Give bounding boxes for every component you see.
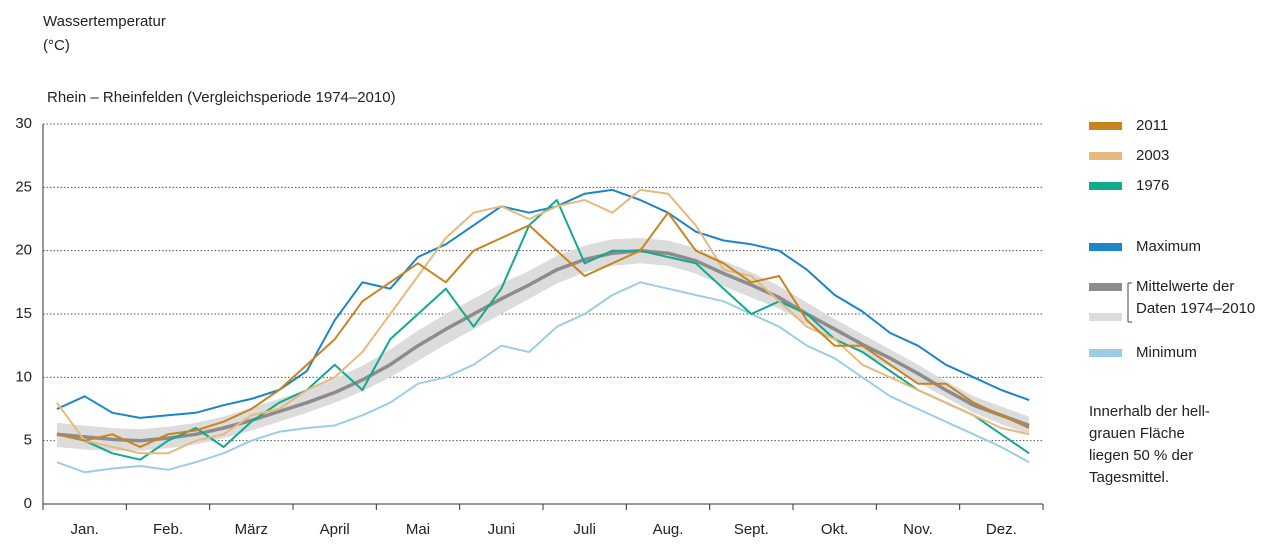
- legend-swatch: [1089, 283, 1122, 291]
- legend-swatch: [1089, 122, 1122, 130]
- x-tick-label: Juli: [573, 521, 596, 538]
- legend-label: 2003: [1136, 147, 1170, 164]
- x-tick-label: Sept.: [734, 521, 769, 538]
- note-line: liegen 50 % der: [1089, 447, 1193, 464]
- x-tick-label: Juni: [488, 521, 516, 538]
- x-tick-label: Mai: [406, 521, 430, 538]
- legend-swatch: [1089, 243, 1122, 251]
- x-tick-label: Nov.: [903, 521, 933, 538]
- legend-swatch: [1089, 182, 1122, 190]
- chart-title: Wassertemperatur: [43, 13, 166, 30]
- y-tick-label: 25: [15, 178, 32, 195]
- x-tick-label: Feb.: [153, 521, 183, 538]
- x-tick-label: Okt.: [821, 521, 849, 538]
- legend-swatch: [1089, 313, 1122, 321]
- y-tick-label: 10: [15, 368, 32, 385]
- legend-label: Minimum: [1136, 344, 1197, 361]
- x-tick-label: April: [320, 521, 350, 538]
- legend-label: Maximum: [1136, 238, 1202, 255]
- x-tick-label: März: [235, 521, 268, 538]
- y-tick-label: 30: [15, 115, 32, 132]
- legend-swatch: [1089, 152, 1122, 160]
- legend-label: 1976: [1136, 177, 1170, 194]
- note-line: Tagesmittel.: [1089, 469, 1169, 486]
- series-line: [56, 188, 1030, 455]
- series-line: [56, 248, 1030, 443]
- legend-swatch: [1089, 349, 1122, 357]
- y-tick-label: 15: [15, 305, 32, 322]
- x-tick-label: Jan.: [70, 521, 98, 538]
- legend-label: Mittelwerte der Daten 1974–2010: [1136, 278, 1256, 317]
- y-tick-label: 5: [24, 432, 32, 449]
- note-line: Innerhalb der hell-: [1089, 403, 1210, 420]
- chart-subtitle: Rhein – Rheinfelden (Vergleichsperiode 1…: [47, 89, 396, 106]
- note-line: grauen Fläche: [1089, 425, 1185, 442]
- y-tick-label: 20: [15, 242, 32, 259]
- legend-label: 2011: [1136, 117, 1169, 134]
- series-line: [56, 188, 1030, 419]
- y-axis-label: (°C): [43, 37, 70, 54]
- x-tick-label: Dez.: [986, 521, 1017, 538]
- y-tick-label: 0: [24, 495, 32, 512]
- quartile-band: [56, 238, 1030, 451]
- series-line: [56, 281, 1030, 474]
- series-line: [56, 211, 1030, 448]
- x-tick-label: Aug.: [653, 521, 684, 538]
